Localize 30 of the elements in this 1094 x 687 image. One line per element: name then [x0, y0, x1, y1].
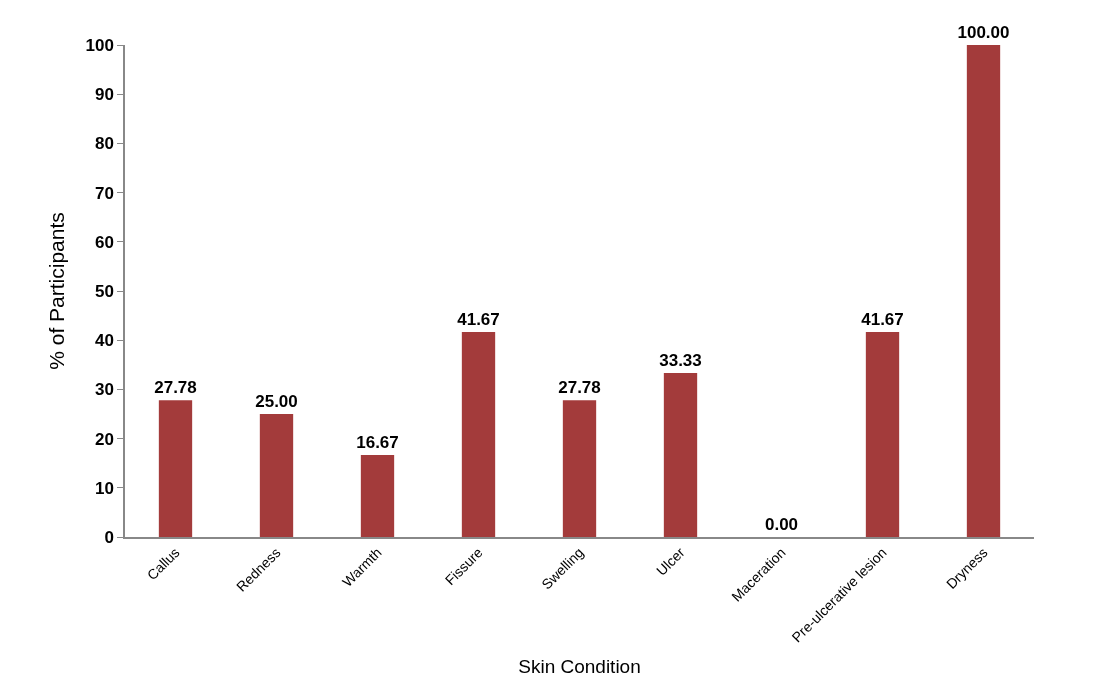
data-label: 33.33	[659, 351, 702, 371]
y-tick-label: 70	[94, 183, 114, 203]
bar	[158, 400, 193, 537]
data-label: 27.78	[154, 378, 197, 398]
y-tick-label: 80	[94, 134, 114, 154]
bar	[562, 400, 597, 537]
y-tick-label: 50	[94, 281, 114, 301]
data-label: 16.67	[356, 432, 399, 452]
x-axis-title: Skin Condition	[518, 655, 641, 677]
bar	[461, 331, 496, 537]
bar	[663, 373, 698, 537]
data-label: 27.78	[558, 378, 601, 398]
data-label: 0.00	[764, 515, 799, 534]
y-tick-label: 100	[85, 35, 114, 55]
bar	[865, 331, 900, 537]
bar	[259, 414, 294, 537]
y-tick-label: 60	[94, 232, 114, 252]
data-label: 25.00	[255, 392, 298, 411]
y-tick-label: 0	[104, 527, 114, 547]
data-label: 100.00	[957, 23, 1010, 42]
y-tick-label: 10	[94, 478, 114, 498]
y-tick-label: 30	[94, 380, 114, 400]
y-tick-label: 90	[94, 85, 114, 105]
data-label: 41.67	[457, 309, 500, 329]
bar	[360, 454, 395, 537]
y-tick-label: 20	[94, 429, 114, 449]
data-label: 41.67	[861, 309, 904, 329]
bar	[966, 45, 1001, 537]
y-axis-title: % of Participants	[45, 212, 69, 370]
y-tick-label: 40	[94, 331, 114, 351]
